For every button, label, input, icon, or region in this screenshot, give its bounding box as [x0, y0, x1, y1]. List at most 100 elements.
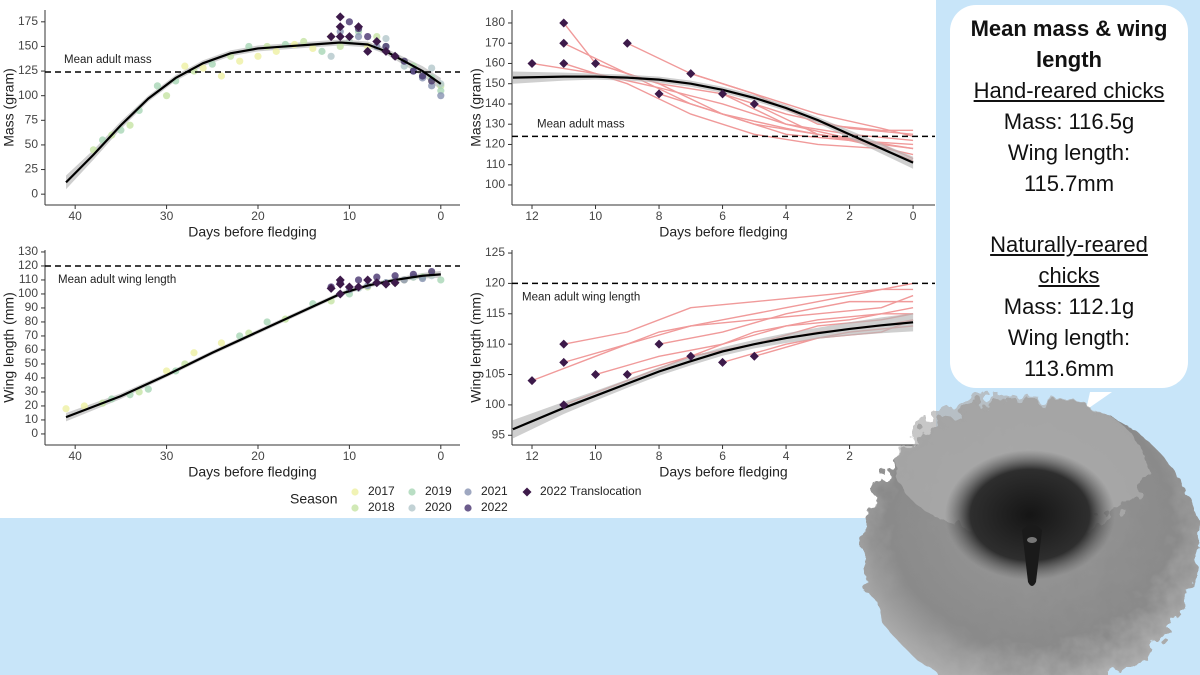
- translocation-point: [344, 32, 354, 42]
- legend-swatch: [351, 488, 359, 496]
- translocation-point: [326, 283, 336, 293]
- translocation-point: [354, 282, 364, 292]
- group-heading: Hand-reared chicks: [973, 78, 1165, 103]
- y-tick-label: 120: [18, 258, 38, 272]
- y-tick-label: 110: [486, 336, 505, 350]
- legend-label: 2021: [481, 484, 508, 498]
- legend-swatch: [408, 504, 416, 512]
- data-point: [162, 367, 171, 375]
- y-axis-label: Mass (gram): [468, 68, 484, 147]
- data-point: [345, 18, 353, 26]
- data-point: [80, 402, 88, 410]
- translocation-point: [622, 38, 632, 48]
- legend-title: Season: [290, 491, 337, 507]
- translocation-point: [654, 339, 664, 349]
- data-point: [437, 276, 445, 284]
- translocation-point: [749, 351, 759, 361]
- data-point: [373, 273, 381, 281]
- x-tick-label: 0: [910, 209, 917, 223]
- callout-title: Mean mass & wing length: [970, 16, 1168, 72]
- x-tick-label: 40: [68, 209, 82, 223]
- chick-face: [945, 450, 1115, 580]
- beak-highlight: [1027, 537, 1037, 543]
- data-point: [364, 32, 372, 41]
- translocation-point: [335, 279, 345, 289]
- confidence-band: [512, 71, 914, 169]
- x-tick-label: 10: [343, 209, 357, 223]
- fit-line: [512, 321, 914, 431]
- translocation-point: [591, 370, 601, 380]
- x-tick-label: 8: [656, 209, 663, 223]
- x-tick-label: 20: [251, 209, 265, 223]
- translocation-point: [749, 99, 759, 109]
- translocation-point: [686, 351, 696, 361]
- reference-label: Mean adult mass: [537, 118, 625, 130]
- individual-track: [722, 93, 914, 142]
- individual-track: [563, 294, 914, 364]
- spacer: [960, 199, 1178, 229]
- legend-label: 2019: [425, 484, 452, 498]
- reference-label: Mean adult wing length: [58, 274, 176, 286]
- data-point: [437, 87, 445, 95]
- y-tick-label: 25: [25, 162, 39, 176]
- data-point: [418, 72, 427, 80]
- group-heading: Naturally-reared chicks: [990, 232, 1148, 288]
- translocation-point: [654, 89, 664, 99]
- data-point: [318, 47, 326, 55]
- data-point: [272, 47, 280, 55]
- translocation-point: [527, 376, 537, 386]
- data-point: [254, 52, 262, 60]
- y-tick-label: 150: [485, 76, 505, 90]
- x-tick-label: 0: [437, 209, 444, 223]
- legend-swatch: [464, 488, 472, 496]
- translocation-point: [686, 69, 696, 79]
- translocation-point: [381, 46, 391, 56]
- translocation-point: [718, 89, 728, 99]
- translocation-point: [372, 37, 382, 47]
- data-point: [437, 92, 445, 100]
- y-tick-label: 110: [19, 272, 38, 286]
- legend: Season 2017 2018 2019 2020 2021 2022 2022 Trans…: [290, 484, 641, 514]
- fit-line: [65, 273, 441, 419]
- y-tick-label: 10: [25, 412, 39, 426]
- individual-track: [658, 300, 914, 345]
- data-point: [199, 64, 207, 72]
- y-tick-label: 180: [485, 15, 505, 29]
- y-tick-label: 100: [18, 88, 38, 102]
- legend-label: 2018: [368, 500, 395, 514]
- plot-area: [62, 267, 445, 422]
- y-tick-label: 105: [485, 367, 505, 381]
- y-tick-label: 100: [18, 286, 38, 300]
- legend-label: 2017: [368, 484, 395, 498]
- x-tick-label: 2: [846, 449, 853, 463]
- translocation-point: [363, 275, 373, 285]
- legend-label: 2022: [481, 500, 508, 514]
- y-tick-label: 130: [485, 116, 505, 130]
- data-point: [144, 385, 152, 393]
- data-point: [382, 42, 390, 51]
- data-point: [300, 37, 308, 46]
- plot-area: [512, 18, 914, 169]
- data-point: [382, 34, 390, 43]
- y-tick-label: 130: [18, 244, 38, 258]
- translocation-point: [335, 289, 345, 299]
- bubble-tail: [1086, 392, 1112, 410]
- data-point: [245, 42, 253, 51]
- translocation-point: [390, 51, 400, 61]
- individual-track: [563, 288, 914, 345]
- x-tick-label: 2: [846, 209, 853, 223]
- translocation-point: [354, 22, 364, 32]
- data-point: [217, 339, 226, 347]
- group-line: Wing length: 113.6mm: [1007, 325, 1131, 381]
- individual-track: [531, 282, 914, 382]
- y-tick-label: 120: [485, 137, 505, 151]
- translocation-point: [622, 370, 632, 380]
- x-axis-label: Days before fledging: [659, 224, 787, 240]
- translocation-point: [559, 38, 569, 48]
- data-point: [162, 92, 171, 100]
- legend-label: 2022 Translocation: [540, 484, 641, 498]
- y-tick-label: 30: [25, 384, 39, 398]
